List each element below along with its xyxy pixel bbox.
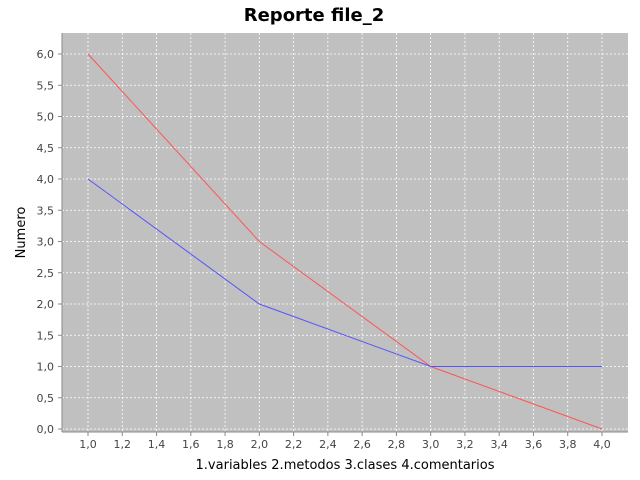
x-tick-label: 2,4 bbox=[319, 438, 337, 451]
y-tick-label: 2,5 bbox=[37, 267, 55, 280]
x-tick-label: 2,2 bbox=[285, 438, 303, 451]
y-tick-label: 3,0 bbox=[37, 236, 55, 249]
series-line-2 bbox=[87, 178, 602, 367]
y-tick-label: 0,0 bbox=[37, 423, 55, 436]
x-tick-label: 3,4 bbox=[490, 438, 508, 451]
x-tick-label: 2,8 bbox=[388, 438, 406, 451]
plot-area bbox=[62, 33, 628, 432]
series-line-1 bbox=[87, 53, 603, 430]
axes: 1,0 1,2 1,4 1,6 1,8 2,0 2,2 2,4 2,6 2,8 3,0 3,2 3,4 3… bbox=[37, 33, 628, 451]
y-tick-label: 0,5 bbox=[37, 392, 55, 405]
x-tick-label: 2,6 bbox=[353, 438, 371, 451]
x-tick-label: 1,8 bbox=[216, 438, 234, 451]
y-tick-label: 4,5 bbox=[37, 142, 55, 155]
x-tick-label: 3,2 bbox=[456, 438, 474, 451]
y-tick-label: 6,0 bbox=[37, 48, 55, 61]
x-tick-label: 3,6 bbox=[525, 438, 543, 451]
y-tick-label: 5,0 bbox=[37, 111, 55, 124]
y-tick-label: 5,5 bbox=[37, 79, 55, 92]
y-tick-label: 2,0 bbox=[37, 298, 55, 311]
y-tick-label: 3,5 bbox=[37, 204, 55, 217]
x-tick-label: 2,0 bbox=[251, 438, 269, 451]
x-tick-label: 3,0 bbox=[422, 438, 440, 451]
chart-title: Reporte file_2 bbox=[244, 5, 385, 26]
x-tick-label: 1,6 bbox=[182, 438, 200, 451]
y-tick-label: 1,5 bbox=[37, 329, 55, 342]
y-tick-label: 1,0 bbox=[37, 361, 55, 374]
x-tick-label: 3,8 bbox=[559, 438, 577, 451]
grid-lines bbox=[62, 33, 628, 432]
x-axis-label: 1.variables 2.metodos 3.clases 4.comenta… bbox=[196, 458, 495, 473]
x-tick-label: 1,0 bbox=[79, 438, 97, 451]
x-tick-label: 1,2 bbox=[114, 438, 132, 451]
x-tick-label: 1,4 bbox=[148, 438, 166, 451]
x-tick-label: 4,0 bbox=[593, 438, 611, 451]
y-axis-label: Numero bbox=[14, 207, 29, 259]
y-tick-label: 4,0 bbox=[37, 173, 55, 186]
series-lines bbox=[87, 53, 603, 430]
